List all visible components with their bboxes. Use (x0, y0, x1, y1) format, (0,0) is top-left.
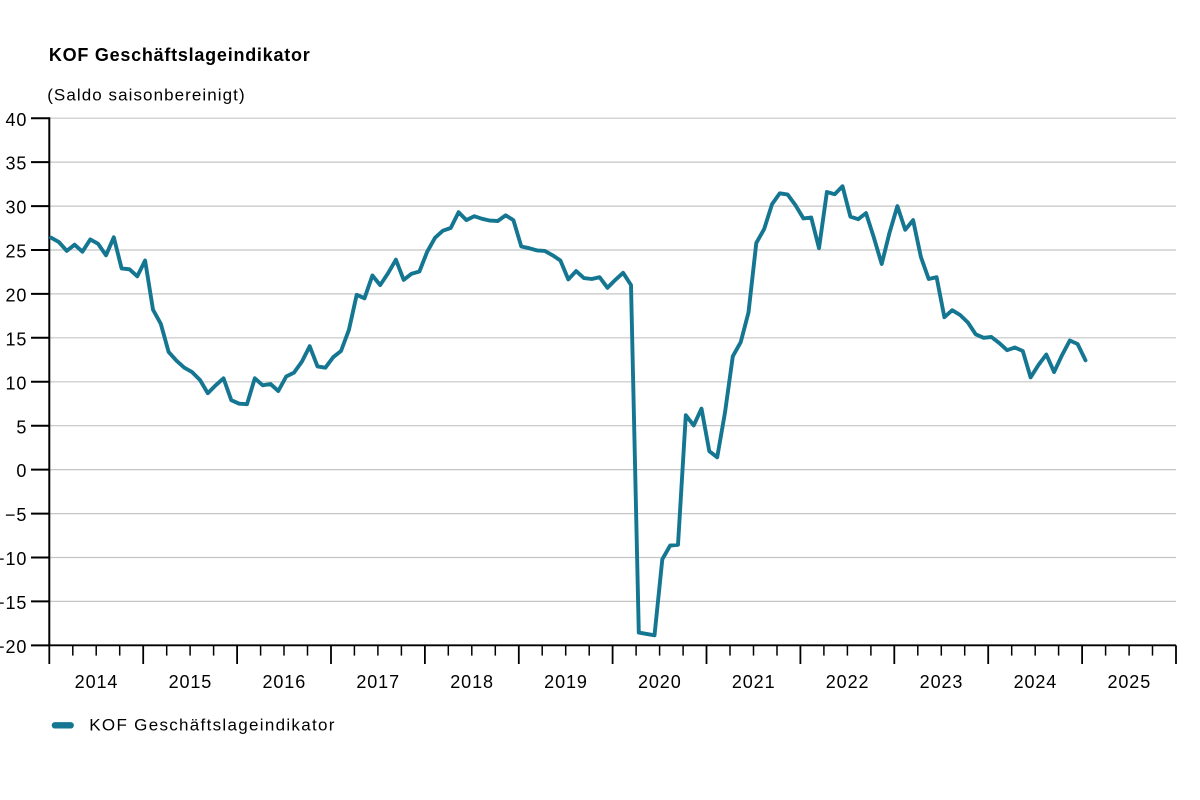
svg-text:40: 40 (5, 110, 27, 130)
svg-text:2017: 2017 (356, 672, 400, 692)
svg-text:25: 25 (5, 242, 27, 262)
svg-text:−15: −15 (0, 593, 27, 613)
svg-text:5: 5 (16, 417, 27, 437)
svg-text:2025: 2025 (1107, 672, 1151, 692)
svg-text:−5: −5 (5, 505, 27, 525)
svg-text:35: 35 (5, 154, 27, 174)
svg-text:2014: 2014 (75, 672, 119, 692)
svg-text:KOF Geschäftslageindikator: KOF Geschäftslageindikator (89, 715, 335, 734)
svg-text:10: 10 (5, 373, 27, 393)
svg-text:0: 0 (16, 461, 27, 481)
svg-text:2020: 2020 (638, 672, 682, 692)
svg-text:−20: −20 (0, 637, 27, 657)
svg-text:2024: 2024 (1014, 672, 1058, 692)
svg-text:2021: 2021 (732, 672, 776, 692)
svg-text:2022: 2022 (826, 672, 870, 692)
svg-text:−10: −10 (0, 549, 27, 569)
svg-text:2023: 2023 (920, 672, 964, 692)
svg-text:20: 20 (5, 286, 27, 306)
svg-text:15: 15 (5, 329, 27, 349)
svg-text:2018: 2018 (450, 672, 494, 692)
svg-text:2019: 2019 (544, 672, 588, 692)
svg-text:2015: 2015 (169, 672, 213, 692)
svg-text:30: 30 (5, 198, 27, 218)
svg-text:KOF Geschäftslageindikator: KOF Geschäftslageindikator (49, 45, 311, 65)
svg-text:2016: 2016 (262, 672, 306, 692)
svg-text:(Saldo saisonbereinigt): (Saldo saisonbereinigt) (47, 85, 246, 104)
